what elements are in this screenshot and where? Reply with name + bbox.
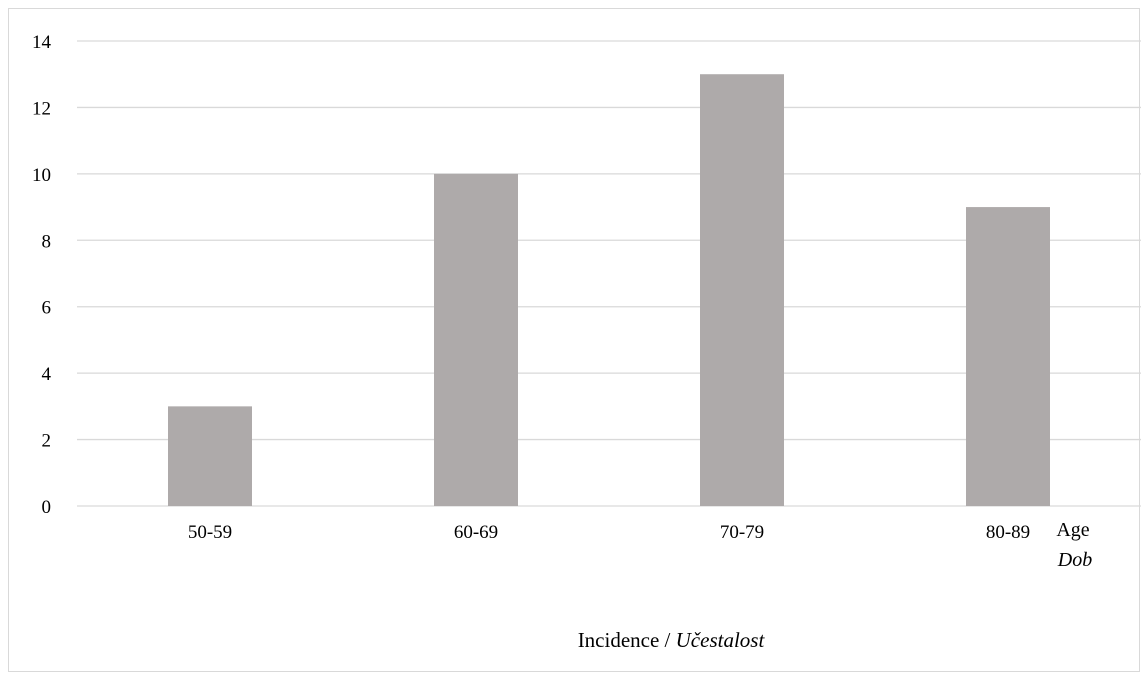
chart-frame: 0 2 4 6 8 10 12 14 50-59 60-69 70-79 80-89 Age Dob…: [8, 8, 1141, 672]
bar-60-69: [434, 173, 518, 506]
x-axis-title-main: Incidence /: [578, 628, 676, 652]
axis-note-dob: Dob: [1057, 549, 1092, 571]
y-tick-label: 14: [32, 32, 52, 53]
bar-80-89: [966, 207, 1050, 507]
x-axis-title: Incidence / Učestalost: [578, 628, 766, 652]
bar-chart: 0 2 4 6 8 10 12 14 50-59 60-69 70-79 80-89 Age Dob…: [32, 32, 1141, 652]
y-tick-label: 8: [42, 231, 52, 252]
y-tick-label: 2: [42, 431, 52, 452]
bar-70-79: [700, 74, 784, 506]
x-category-label: 50-59: [188, 522, 232, 543]
x-category-label: 80-89: [986, 522, 1030, 543]
x-category-label: 70-79: [720, 522, 764, 543]
gridlines: [77, 40, 1141, 507]
x-axis-title-italic: Učestalost: [676, 628, 766, 652]
y-tick-label: 4: [42, 364, 52, 385]
y-tick-label: 10: [32, 165, 51, 186]
bars: [168, 74, 1050, 507]
bar-50-59: [168, 406, 252, 506]
axis-note-age: Age: [1056, 519, 1089, 541]
y-tick-label: 12: [32, 98, 51, 119]
x-category-label: 60-69: [454, 522, 498, 543]
x-axis-categories: 50-59 60-69 70-79 80-89: [188, 522, 1030, 543]
y-tick-label: 6: [42, 298, 52, 319]
y-tick-label: 0: [42, 497, 52, 518]
y-axis-ticks: 0 2 4 6 8 10 12 14: [32, 32, 52, 518]
